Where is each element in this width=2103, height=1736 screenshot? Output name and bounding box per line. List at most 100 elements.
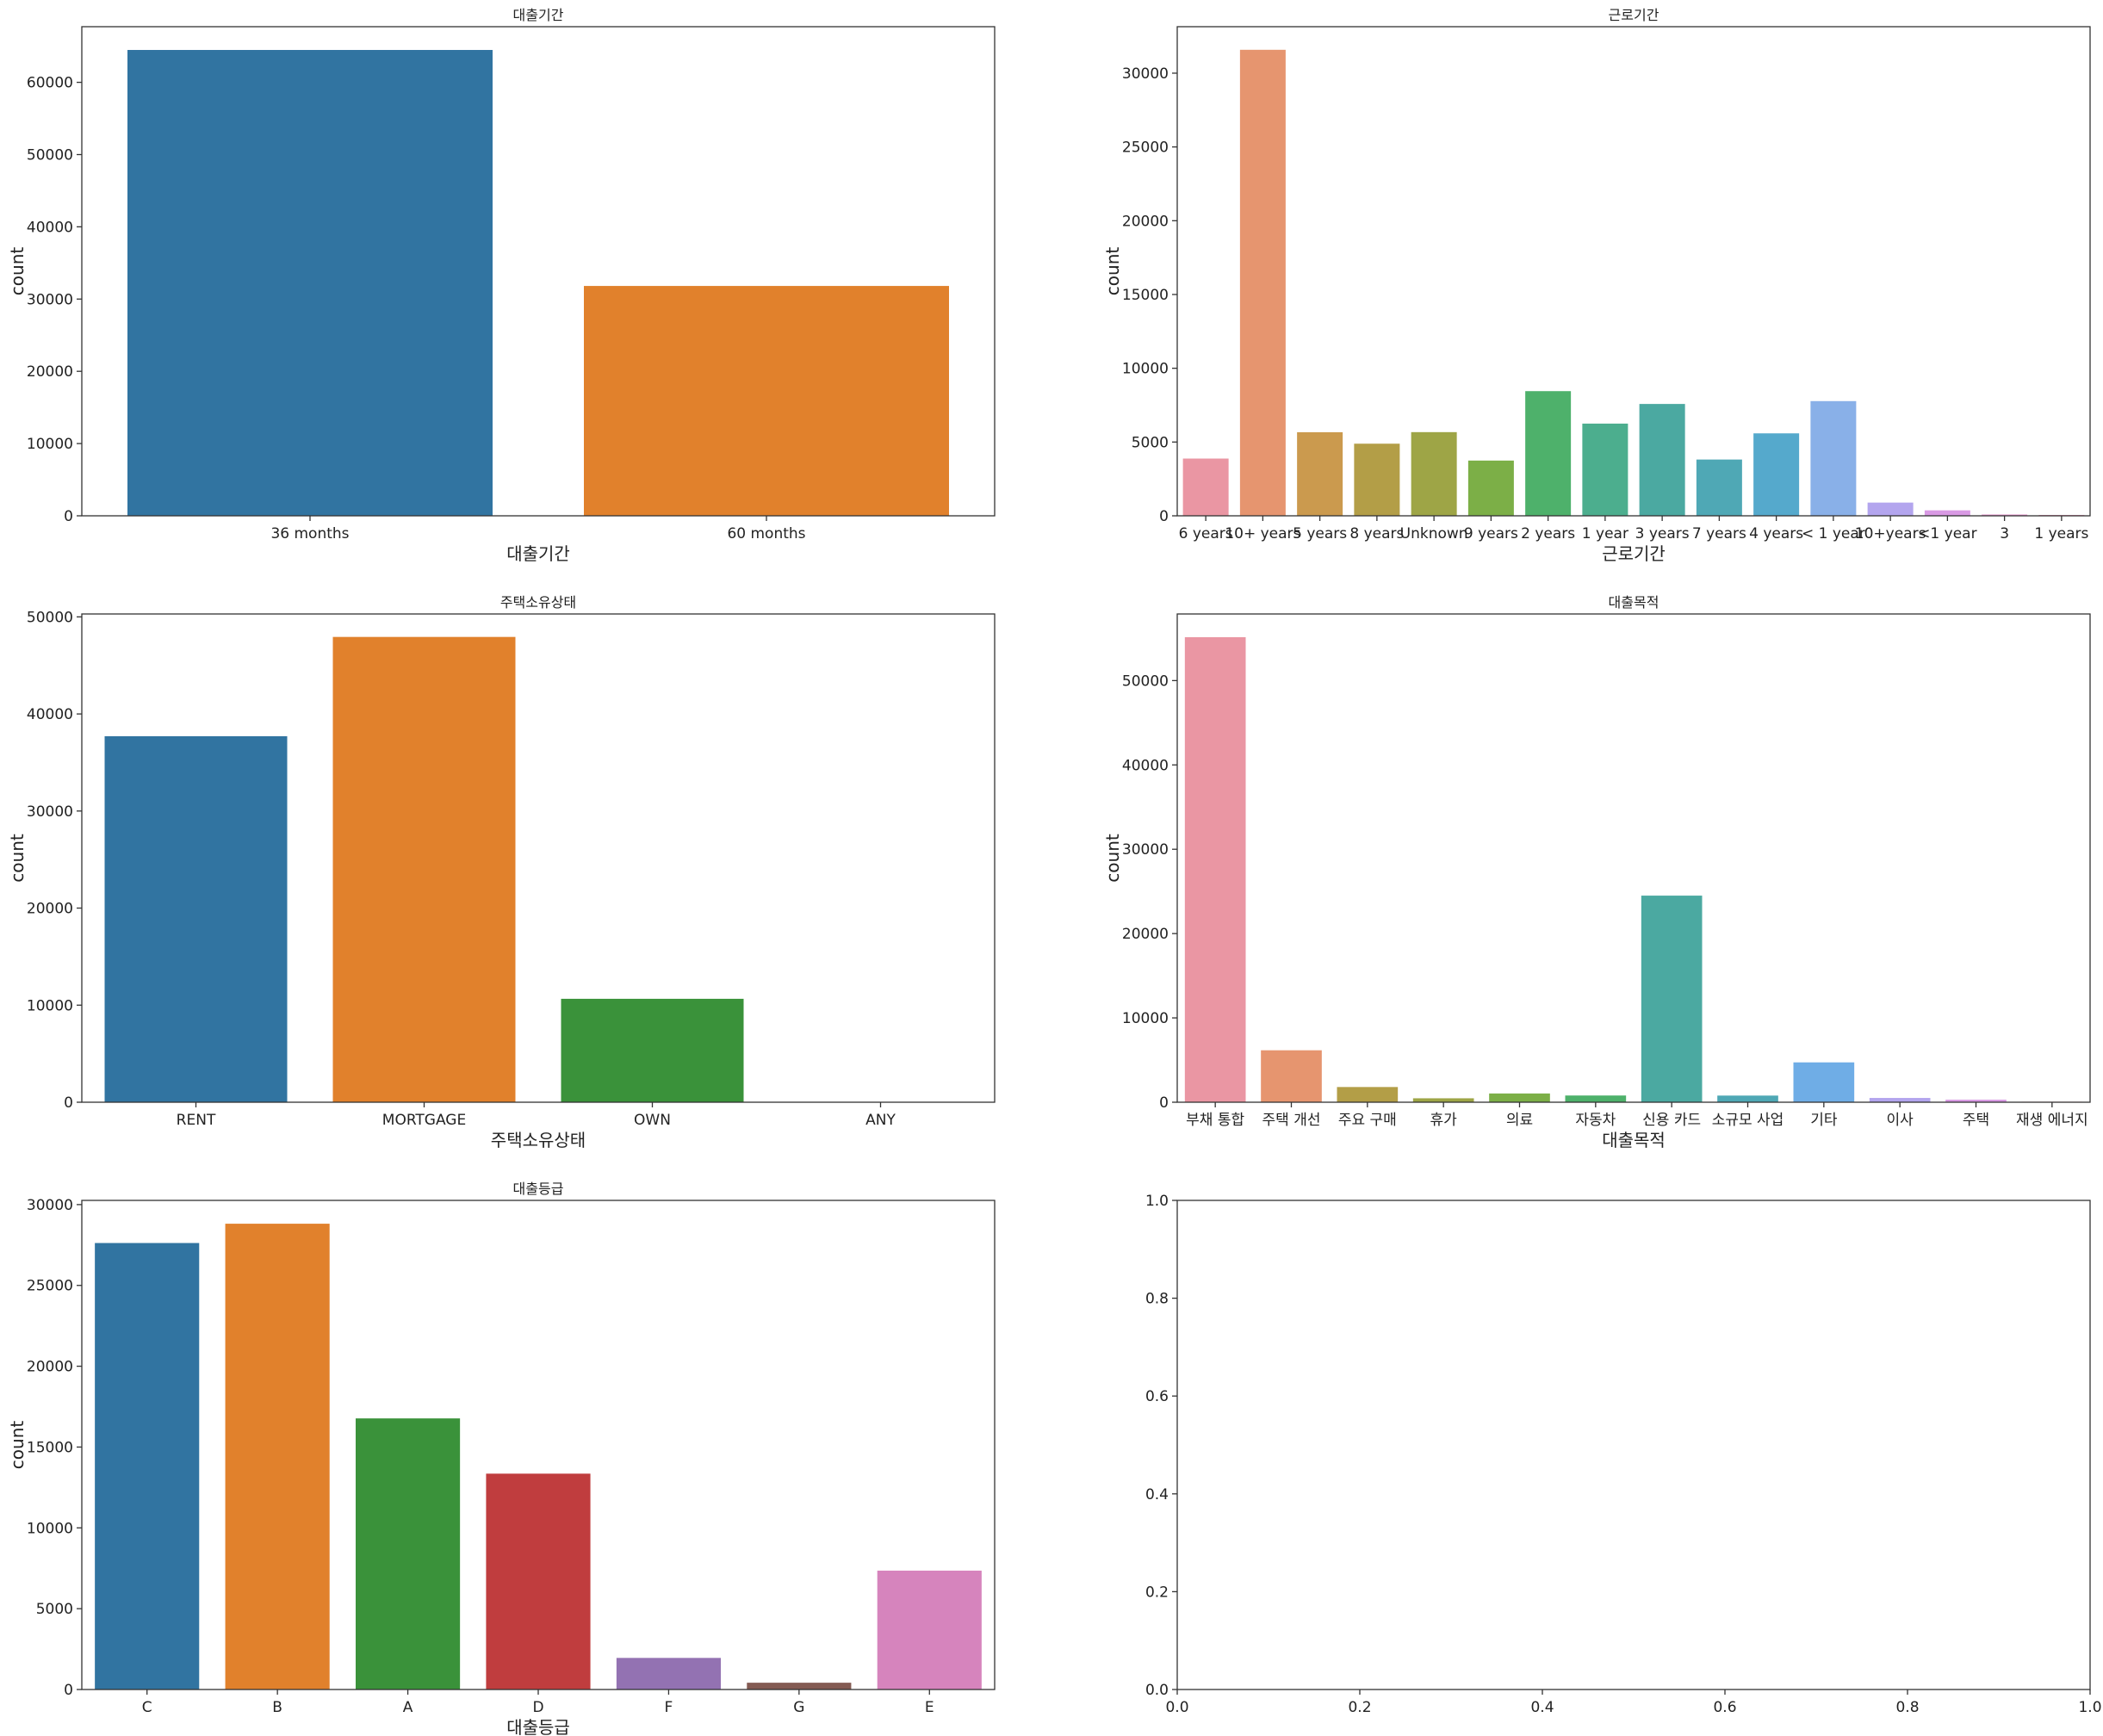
y-axis-label: count: [7, 834, 28, 883]
y-tick-label: 0.4: [1145, 1486, 1169, 1504]
bar-0: [1184, 636, 1246, 1102]
x-tick-label: 9 years: [1464, 525, 1518, 542]
y-tick-label: 10000: [27, 997, 73, 1014]
chart-title: 대출기간: [513, 7, 564, 23]
y-tick-label: 20000: [27, 363, 73, 381]
bar-13: [1924, 510, 1970, 516]
x-tick-label: 8 years: [1349, 525, 1404, 542]
y-tick-label: 0.6: [1145, 1388, 1169, 1405]
x-tick-label: OWN: [634, 1112, 671, 1129]
bar-1: [225, 1224, 330, 1690]
y-tick-label: 10000: [27, 1520, 73, 1537]
x-tick-label: 1 year: [1582, 525, 1628, 542]
x-tick-label: 부채 통합: [1186, 1112, 1244, 1129]
y-tick-label: 15000: [27, 1439, 73, 1456]
bar-6: [1525, 391, 1572, 516]
chart-title: 근로기간: [1609, 7, 1659, 23]
x-tick-label: 0.0: [1165, 1699, 1188, 1716]
bar-11: [1810, 400, 1857, 516]
subplot-3: RENT MORTGAGE OWN ANY 0 10000 20000 30000 40000 5…: [7, 594, 996, 1150]
chart-title: 주택소유상태: [500, 594, 576, 611]
x-tick-label: 10+years: [1855, 525, 1926, 542]
bar-10: [1753, 433, 1800, 516]
y-tick-label: 25000: [27, 1278, 73, 1295]
bar-0: [1182, 458, 1229, 516]
x-tick-label: 0.8: [1895, 1699, 1919, 1716]
bar-3: [1354, 443, 1400, 516]
x-axis-label: 근로기간: [1602, 543, 1666, 564]
y-tick-label: 30000: [27, 1197, 73, 1214]
y-axis-label: count: [1102, 834, 1123, 883]
bar-9: [1869, 1098, 1931, 1102]
x-tick-label: 4 years: [1749, 525, 1803, 542]
bar-0: [104, 735, 288, 1102]
bar-2: [1297, 431, 1343, 516]
bar-8: [1793, 1062, 1855, 1102]
y-tick-label: 20000: [27, 1359, 73, 1376]
x-tick-label: 주택 개선: [1262, 1112, 1321, 1129]
y-tick-label: 50000: [27, 609, 73, 626]
bar-5: [747, 1683, 852, 1690]
x-tick-label: < 1 year: [1802, 525, 1865, 542]
bar-1: [332, 636, 516, 1102]
x-tick-label: MORTGAGE: [382, 1112, 466, 1129]
axes-frame: [81, 26, 996, 517]
x-tick-label: 재생 에너지: [2016, 1112, 2088, 1129]
axes-frame: [1176, 26, 2091, 517]
x-tick-label: A: [403, 1699, 413, 1716]
x-tick-label: 자동차: [1575, 1112, 1616, 1129]
axes-frame: [1176, 1200, 2091, 1690]
x-tick-label: 기타: [1810, 1112, 1838, 1129]
bar-6: [1641, 896, 1703, 1102]
x-tick-label: 3: [2000, 525, 2009, 542]
y-tick-label: 25000: [1122, 140, 1169, 157]
x-tick-label: B: [272, 1699, 282, 1716]
y-tick-label: 50000: [1122, 673, 1169, 690]
x-tick-label: 5 years: [1293, 525, 1347, 542]
y-tick-label: 10000: [1122, 361, 1169, 378]
bar-10: [1945, 1100, 2007, 1102]
subplot-6: 0.0 0.2 0.4 0.6 0.8 1.0 0.0 0.2 0.4 0.6 0.8 1.0: [1145, 1193, 2102, 1716]
bar-9: [1696, 459, 1742, 516]
x-tick-label: 6 years: [1179, 525, 1233, 542]
axes-frame: [81, 1200, 996, 1690]
chart-title: 대출목적: [1609, 594, 1659, 611]
x-tick-label: 소규모 사업: [1712, 1112, 1784, 1129]
y-axis-label: count: [7, 1421, 28, 1470]
x-axis-label: 대출등급: [506, 1717, 570, 1736]
y-tick-label: 40000: [27, 706, 73, 723]
bar-2: [561, 998, 744, 1102]
x-tick-label: 60 months: [727, 525, 805, 542]
x-tick-label: 이사: [1887, 1112, 1914, 1129]
x-tick-label: <1 year: [1918, 525, 1976, 542]
x-axis-label: 주택소유상태: [491, 1130, 586, 1150]
bar-6: [877, 1570, 982, 1690]
x-tick-label: 1 years: [2034, 525, 2088, 542]
x-tick-label: ANY: [865, 1112, 896, 1129]
y-tick-label: 50000: [27, 147, 73, 164]
x-tick-label: 2 years: [1521, 525, 1575, 542]
y-tick-label: 0.0: [1145, 1682, 1169, 1699]
x-tick-label: D: [532, 1699, 543, 1716]
y-tick-label: 40000: [27, 219, 73, 236]
y-tick-label: 5000: [36, 1601, 73, 1618]
bar-7: [1582, 423, 1628, 516]
x-tick-label: 1.0: [2078, 1699, 2101, 1716]
x-tick-label: 10+ years: [1225, 525, 1300, 542]
y-tick-label: 0.2: [1145, 1584, 1169, 1601]
y-tick-label: 20000: [1122, 213, 1169, 230]
bar-7: [1717, 1095, 1778, 1102]
bar-1: [584, 286, 949, 516]
x-tick-label: 주요 구매: [1338, 1112, 1397, 1129]
subplot-4: 부채 통합 주택 개선 주요 구매 휴가 의료 자동차 신용 카드 소규모 사업 기타 이사 주택 재…: [1102, 594, 2091, 1150]
bar-3: [1412, 1098, 1474, 1102]
x-tick-label: 0.2: [1348, 1699, 1371, 1716]
y-tick-label: 30000: [27, 803, 73, 821]
x-axis-label: 대출목적: [1602, 1130, 1666, 1150]
bar-4: [1411, 431, 1457, 516]
y-tick-label: 5000: [1132, 434, 1169, 451]
y-tick-label: 30000: [27, 291, 73, 308]
y-tick-label: 15000: [1122, 287, 1169, 304]
subplot-1: 36 months 60 months 0 10000 20000 30000 40000 5…: [7, 7, 996, 564]
